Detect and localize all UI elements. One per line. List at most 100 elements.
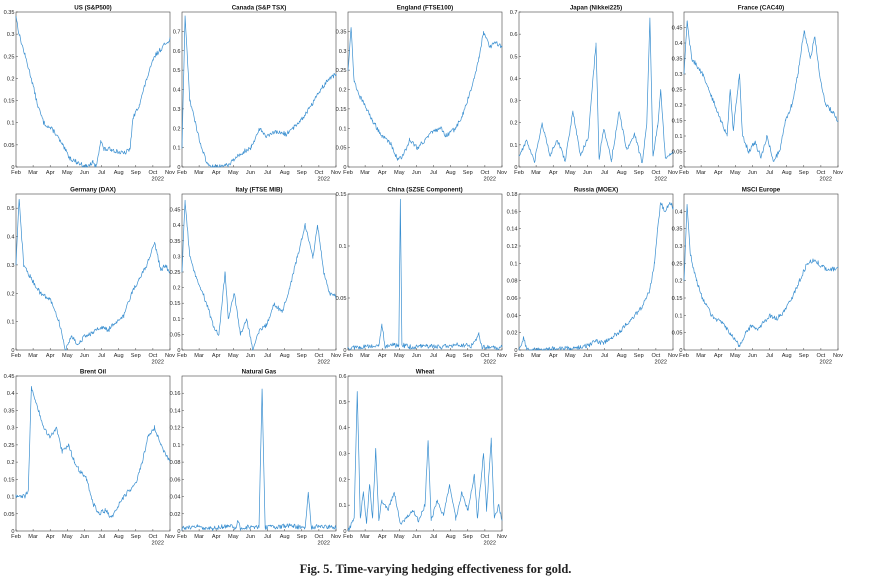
x-tick-label: Feb: [11, 353, 21, 359]
x-tick-label: May: [62, 353, 73, 359]
plot-frame: [347, 11, 503, 168]
x-tick-label: Feb: [514, 353, 524, 359]
y-tick-label: 0: [11, 529, 14, 535]
x-tick-label: Aug: [114, 170, 124, 176]
x-tick-label: May: [565, 170, 576, 176]
chart-panel: China (SZSE Component) 0 0.05 0.1 0.15 Feb Mar…: [336, 187, 508, 366]
y-tick-label: 0.2: [7, 291, 15, 297]
y-tick-label: 0.1: [510, 261, 518, 267]
x-tick-label: Jun: [583, 353, 592, 359]
y-tick-label: 0.04: [507, 313, 518, 319]
x-tick-label: Apr: [212, 534, 221, 540]
x-tick-label: Jul: [766, 170, 773, 176]
y-tick-label: 0.25: [4, 54, 15, 60]
x-tick-label: Oct: [817, 353, 826, 359]
y-tick-label: 0.1: [7, 121, 15, 127]
x-tick-label: Jul: [766, 353, 773, 359]
chart-panel: Natural Gas 0 0.02 0.04 0.06 0.08 0.1 0.12 0.14 0…: [170, 369, 342, 547]
y-tick-label: 0.3: [510, 99, 518, 105]
y-tick-label: 0.6: [510, 32, 518, 38]
x-tick-label: Mar: [531, 353, 541, 359]
y-tick-label: 0.2: [173, 286, 181, 292]
x-tick-label: Sep: [463, 170, 473, 176]
x-tick-label: Aug: [446, 534, 456, 540]
x-tick-label: Feb: [177, 353, 187, 359]
y-tick-label: 0.3: [339, 452, 347, 458]
y-tick-label: 0.25: [170, 270, 181, 276]
chart-title: Italy (FTSE MIB): [235, 187, 282, 194]
series-line: [347, 198, 503, 351]
x-tick-label: Nov: [497, 170, 507, 176]
plot-frame: [683, 193, 839, 351]
x-tick-label: Apr: [46, 170, 55, 176]
chart-title: Germany (DAX): [70, 187, 116, 194]
series-line: [683, 20, 839, 162]
y-tick-label: 0.1: [173, 443, 181, 449]
chart-panel: Wheat 0 0.1 0.2 0.3 0.4 0.5 0.6 Feb Mar Apr May Jun J…: [339, 369, 507, 547]
x-tick-label: Jul: [98, 534, 105, 540]
x-tick-label: Mar: [360, 534, 370, 540]
y-tick-label: 0.16: [170, 391, 181, 397]
series-line: [15, 385, 171, 518]
y-tick-label: 0.05: [336, 146, 347, 152]
y-tick-label: 0.1: [339, 126, 347, 132]
y-tick-label: 0.5: [510, 54, 518, 60]
x-tick-label: Oct: [481, 170, 490, 176]
x-tick-label: Jul: [264, 534, 271, 540]
y-tick-label: 0.1: [675, 313, 683, 319]
x-tick-label: Oct: [149, 170, 158, 176]
series-line: [181, 15, 337, 168]
x-tick-label: Jun: [246, 353, 255, 359]
x-year-label: 2022: [484, 177, 496, 183]
x-tick-label: Apr: [212, 353, 221, 359]
x-tick-label: Oct: [481, 353, 490, 359]
y-tick-label: 0.1: [173, 146, 181, 152]
x-tick-label: Oct: [149, 353, 158, 359]
chart-panel: MSCI Europe 0 0.05 0.1 0.15 0.2 0.25 0.3 0.35 0.4…: [672, 187, 844, 366]
y-tick-label: 0.25: [336, 68, 347, 74]
y-tick-label: 0.6: [173, 49, 181, 55]
y-tick-label: 0.04: [170, 495, 181, 501]
x-tick-label: Mar: [28, 353, 38, 359]
y-tick-label: 0.3: [173, 107, 181, 113]
plot-frame: [347, 375, 503, 532]
y-tick-label: 0.08: [170, 460, 181, 466]
x-tick-label: Aug: [280, 170, 290, 176]
y-tick-label: 0: [343, 529, 346, 535]
x-tick-label: Sep: [799, 353, 809, 359]
y-tick-label: 0.15: [4, 477, 15, 483]
x-tick-label: Feb: [343, 534, 353, 540]
x-tick-label: Jun: [80, 534, 89, 540]
chart-panel: France (CAC40) 0 0.05 0.1 0.15 0.2 0.25 0.3 0.35…: [672, 5, 844, 183]
x-tick-label: Nov: [497, 353, 507, 359]
x-tick-label: Oct: [315, 534, 324, 540]
y-tick-label: 0.2: [339, 477, 347, 483]
x-tick-label: Mar: [360, 353, 370, 359]
x-tick-label: Aug: [617, 353, 627, 359]
x-tick-label: Feb: [11, 534, 21, 540]
x-tick-label: Aug: [280, 353, 290, 359]
y-tick-label: 0: [343, 165, 346, 171]
series-line: [518, 202, 674, 351]
y-tick-label: 0.05: [336, 296, 347, 302]
y-tick-label: 0.4: [7, 235, 15, 241]
y-tick-label: 0.15: [672, 296, 683, 302]
x-tick-label: Aug: [782, 170, 792, 176]
x-tick-label: Jun: [412, 170, 421, 176]
x-tick-label: Aug: [446, 353, 456, 359]
y-tick-label: 0.02: [170, 512, 181, 518]
y-tick-label: 0.06: [507, 296, 518, 302]
x-year-label: 2022: [152, 177, 164, 183]
x-tick-label: Apr: [714, 353, 723, 359]
chart-panel: Italy (FTSE MIB) 0 0.05 0.1 0.15 0.2 0.25 0.3 0.…: [170, 187, 342, 366]
x-year-label: 2022: [655, 177, 667, 183]
y-tick-label: 0.35: [672, 57, 683, 63]
x-tick-label: Jun: [246, 534, 255, 540]
x-year-label: 2022: [484, 541, 496, 547]
series-line: [15, 199, 171, 351]
y-tick-label: 0: [177, 165, 180, 171]
series-line: [518, 17, 674, 164]
x-tick-label: Nov: [331, 170, 341, 176]
x-tick-label: Sep: [131, 353, 141, 359]
x-tick-label: Mar: [696, 170, 706, 176]
